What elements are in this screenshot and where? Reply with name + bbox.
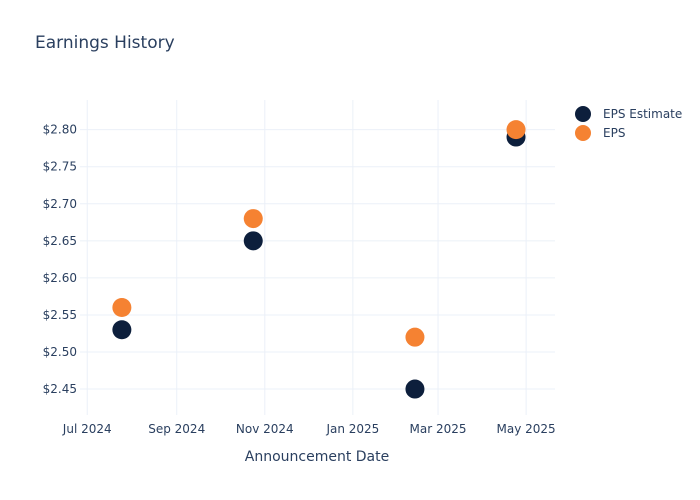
point-eps[interactable] [506,120,526,140]
y-tick-label: $2.60 [43,271,77,285]
legend: EPS Estimate EPS [575,106,682,141]
y-tick-label: $2.65 [43,234,77,248]
x-axis-title: Announcement Date [245,449,389,465]
legend-label: EPS [603,126,625,140]
x-tick-label: Jul 2024 [62,422,112,436]
point-eps[interactable] [405,327,425,347]
y-tick-label: $2.50 [43,345,77,359]
y-tick-label: $2.70 [43,197,77,211]
x-tick-label: Nov 2024 [236,422,294,436]
legend-marker [575,125,591,141]
legend-label: EPS Estimate [603,107,682,121]
data-points [112,120,526,399]
y-tick-label: $2.80 [43,123,77,137]
chart-title: Earnings History [35,33,175,53]
point-eps-estimate[interactable] [112,320,132,340]
point-eps[interactable] [112,298,132,318]
x-tick-label: Mar 2025 [410,422,467,436]
y-axis: $2.45 $2.50 $2.55 $2.60 $2.65 $2.70 $2.75 $2.80 [43,123,77,396]
point-eps-estimate[interactable] [243,231,263,251]
y-tick-label: $2.75 [43,160,77,174]
legend-marker [575,106,591,122]
y-tick-label: $2.55 [43,308,77,322]
grid-lines [80,100,555,415]
x-axis: Jul 2024 Sep 2024 Nov 2024 Jan 2025 Mar 2025… [62,422,556,436]
x-tick-label: Sep 2024 [148,422,205,436]
x-tick-label: Jan 2025 [325,422,379,436]
x-tick-label: May 2025 [497,422,556,436]
point-eps[interactable] [243,209,263,229]
point-eps-estimate[interactable] [405,379,425,399]
y-tick-label: $2.45 [43,382,77,396]
